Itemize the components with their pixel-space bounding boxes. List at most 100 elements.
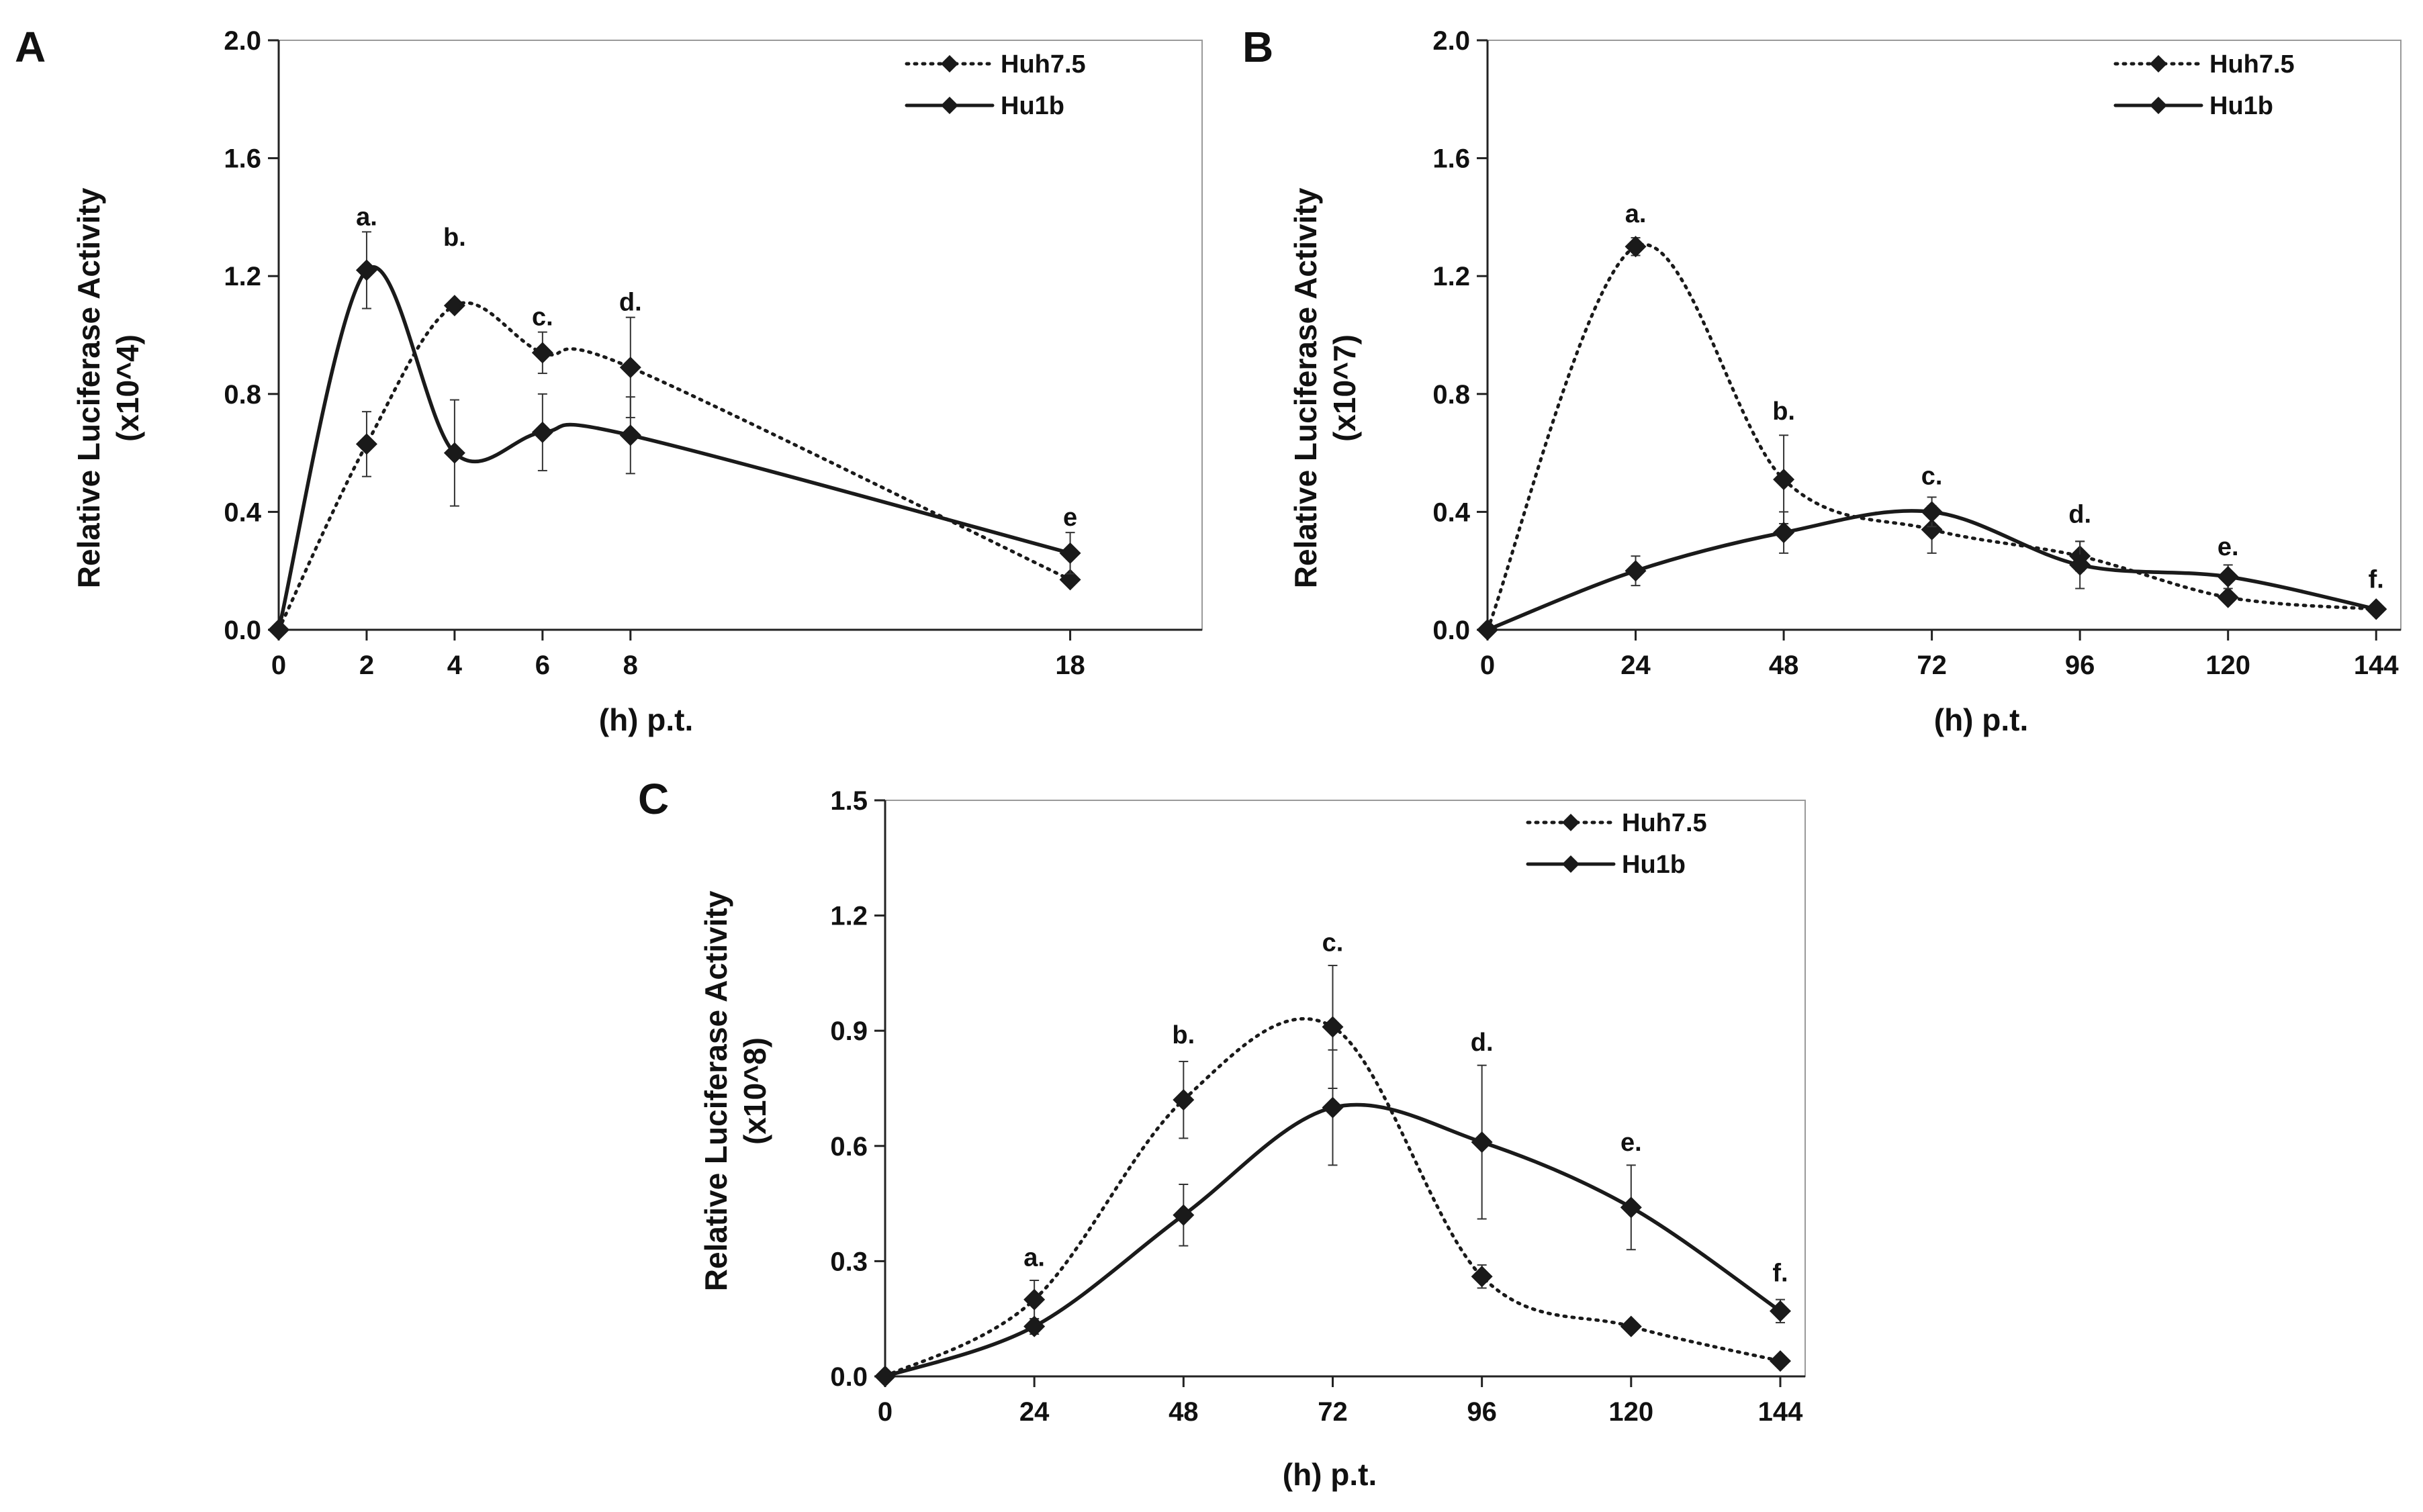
data-point-hu1b-c [1471,1131,1493,1153]
data-point-hu1b-c [1322,1096,1344,1119]
data-point-huh75-c [1322,1016,1344,1038]
annotation-label-c: f. [1772,1259,1788,1287]
annotation-label-b: a. [1625,200,1647,228]
x-tick-label-c: 0 [878,1397,893,1427]
series-line-hu1b-a [277,265,1072,632]
x-tick-label-a: 4 [447,651,463,680]
y-axis-unit-b: (x10^7) [1327,334,1362,442]
legend-label-huh75-c: Huh7.5 [1622,809,1707,837]
x-tick-label-a: 8 [623,651,638,680]
legend-marker-hu1b-b [2150,97,2167,114]
legend-label-hu1b-b: Hu1b [2209,92,2273,120]
data-point-huh75-b [1773,469,1795,491]
data-point-hu1b-c [1769,1300,1791,1322]
panel-letter-c: C [638,775,669,823]
legend-label-huh75-b: Huh7.5 [2209,50,2295,79]
y-axis-title-c: Relative Luciferase Activity [698,890,733,1291]
annotation-label-a: d. [619,289,642,317]
x-tick-label-b: 0 [1480,651,1495,680]
x-tick-label-a: 6 [535,651,550,680]
y-tick-label-b: 0.0 [1432,616,1470,645]
legend-marker-huh75-b [2150,55,2167,73]
y-tick-label-a: 0.4 [224,498,261,527]
y-tick-label-c: 0.6 [830,1132,868,1162]
data-point-hu1b-a [619,424,641,446]
annotation-label-a: e [1063,504,1077,532]
data-point-hu1b-b [1625,560,1647,582]
data-point-hu1b-b [1773,522,1795,544]
y-axis-unit-c: (x10^8) [737,1037,772,1145]
x-tick-label-b: 144 [2354,651,2399,680]
data-point-huh75-a [355,433,377,455]
data-point-huh75-a [619,357,641,379]
series-line-huh75-a [277,301,1072,632]
legend-marker-hu1b-c [1562,855,1580,873]
y-tick-label-a: 0.0 [224,616,261,645]
panel-c: C Relative Luciferase Activity (x10^8) (… [638,775,1806,1492]
data-point-huh75-b [1625,236,1647,258]
plot-frame-a [278,40,1203,630]
y-axis-title-a: Relative Luciferase Activity [71,187,106,588]
data-point-hu1b-c [874,1366,896,1387]
data-point-hu1b-a [1059,542,1081,564]
annotation-label-c: b. [1172,1021,1195,1049]
annotation-label-b: d. [2068,501,2091,529]
annotation-label-c: a. [1023,1244,1045,1272]
y-tick-label-a: 1.6 [224,144,261,174]
data-point-hu1b-a [268,619,289,641]
data-point-hu1b-c [1173,1204,1195,1226]
data-point-hu1b-b [1477,619,1498,641]
data-point-hu1b-c [1620,1196,1642,1219]
annotation-label-b: b. [1772,397,1795,426]
data-point-hu1b-a [531,421,553,443]
y-axis-title-b: Relative Luciferase Activity [1288,187,1323,588]
panel-a: A Relative Luciferase Activity (x10^4) (… [15,23,1203,737]
y-axis-unit-a: (x10^4) [110,334,145,442]
series-line-huh75-b [1485,242,2378,632]
x-tick-label-c: 72 [1318,1397,1348,1427]
data-point-huh75-b [2217,586,2239,608]
data-point-hu1b-a [355,259,377,281]
y-tick-label-b: 2.0 [1432,26,1470,56]
annotation-label-a: b. [443,224,466,252]
x-tick-label-c: 144 [1758,1397,1803,1427]
y-tick-label-b: 0.8 [1432,380,1470,410]
annotation-label-b: c. [1921,463,1943,491]
annotation-label-c: e. [1620,1129,1642,1157]
y-tick-label-a: 2.0 [224,26,261,56]
data-point-huh75-c [1023,1288,1046,1311]
y-tick-label-c: 0.9 [830,1017,868,1046]
x-tick-label-c: 48 [1169,1397,1199,1427]
x-tick-label-b: 120 [2205,651,2250,680]
y-tick-label-a: 1.2 [224,262,261,291]
x-axis-title-a: (h) p.t. [599,702,694,737]
x-axis-title-c: (h) p.t. [1283,1457,1377,1492]
annotation-label-c: c. [1322,929,1344,957]
data-point-huh75-c [1620,1315,1642,1337]
panel-b: B Relative Luciferase Activity (x10^7) (… [1242,23,2402,737]
y-tick-label-b: 1.6 [1432,144,1470,174]
x-tick-label-c: 120 [1608,1397,1653,1427]
y-tick-label-b: 0.4 [1432,498,1470,527]
legend-label-huh75-a: Huh7.5 [1001,50,1086,79]
annotation-label-c: d. [1471,1029,1494,1057]
legend-label-hu1b-a: Hu1b [1001,92,1064,120]
x-tick-label-b: 96 [2065,651,2095,680]
legend-label-hu1b-c: Hu1b [1622,851,1686,879]
data-point-huh75-c [1173,1089,1195,1111]
data-point-hu1b-b [1921,501,1943,523]
x-tick-label-a: 2 [359,651,374,680]
data-point-huh75-c [1769,1350,1791,1372]
y-tick-label-a: 0.8 [224,380,261,410]
legend-marker-huh75-a [941,55,958,73]
data-point-hu1b-b [2217,565,2239,587]
y-tick-label-b: 1.2 [1432,262,1470,291]
y-tick-label-c: 1.2 [830,902,868,931]
plot-frame-c [884,800,1806,1377]
data-point-huh75-a [1059,569,1081,591]
x-tick-label-b: 24 [1620,651,1651,680]
annotation-label-b: f. [2369,565,2384,594]
x-tick-label-a: 0 [271,651,286,680]
x-tick-label-b: 72 [1917,651,1947,680]
